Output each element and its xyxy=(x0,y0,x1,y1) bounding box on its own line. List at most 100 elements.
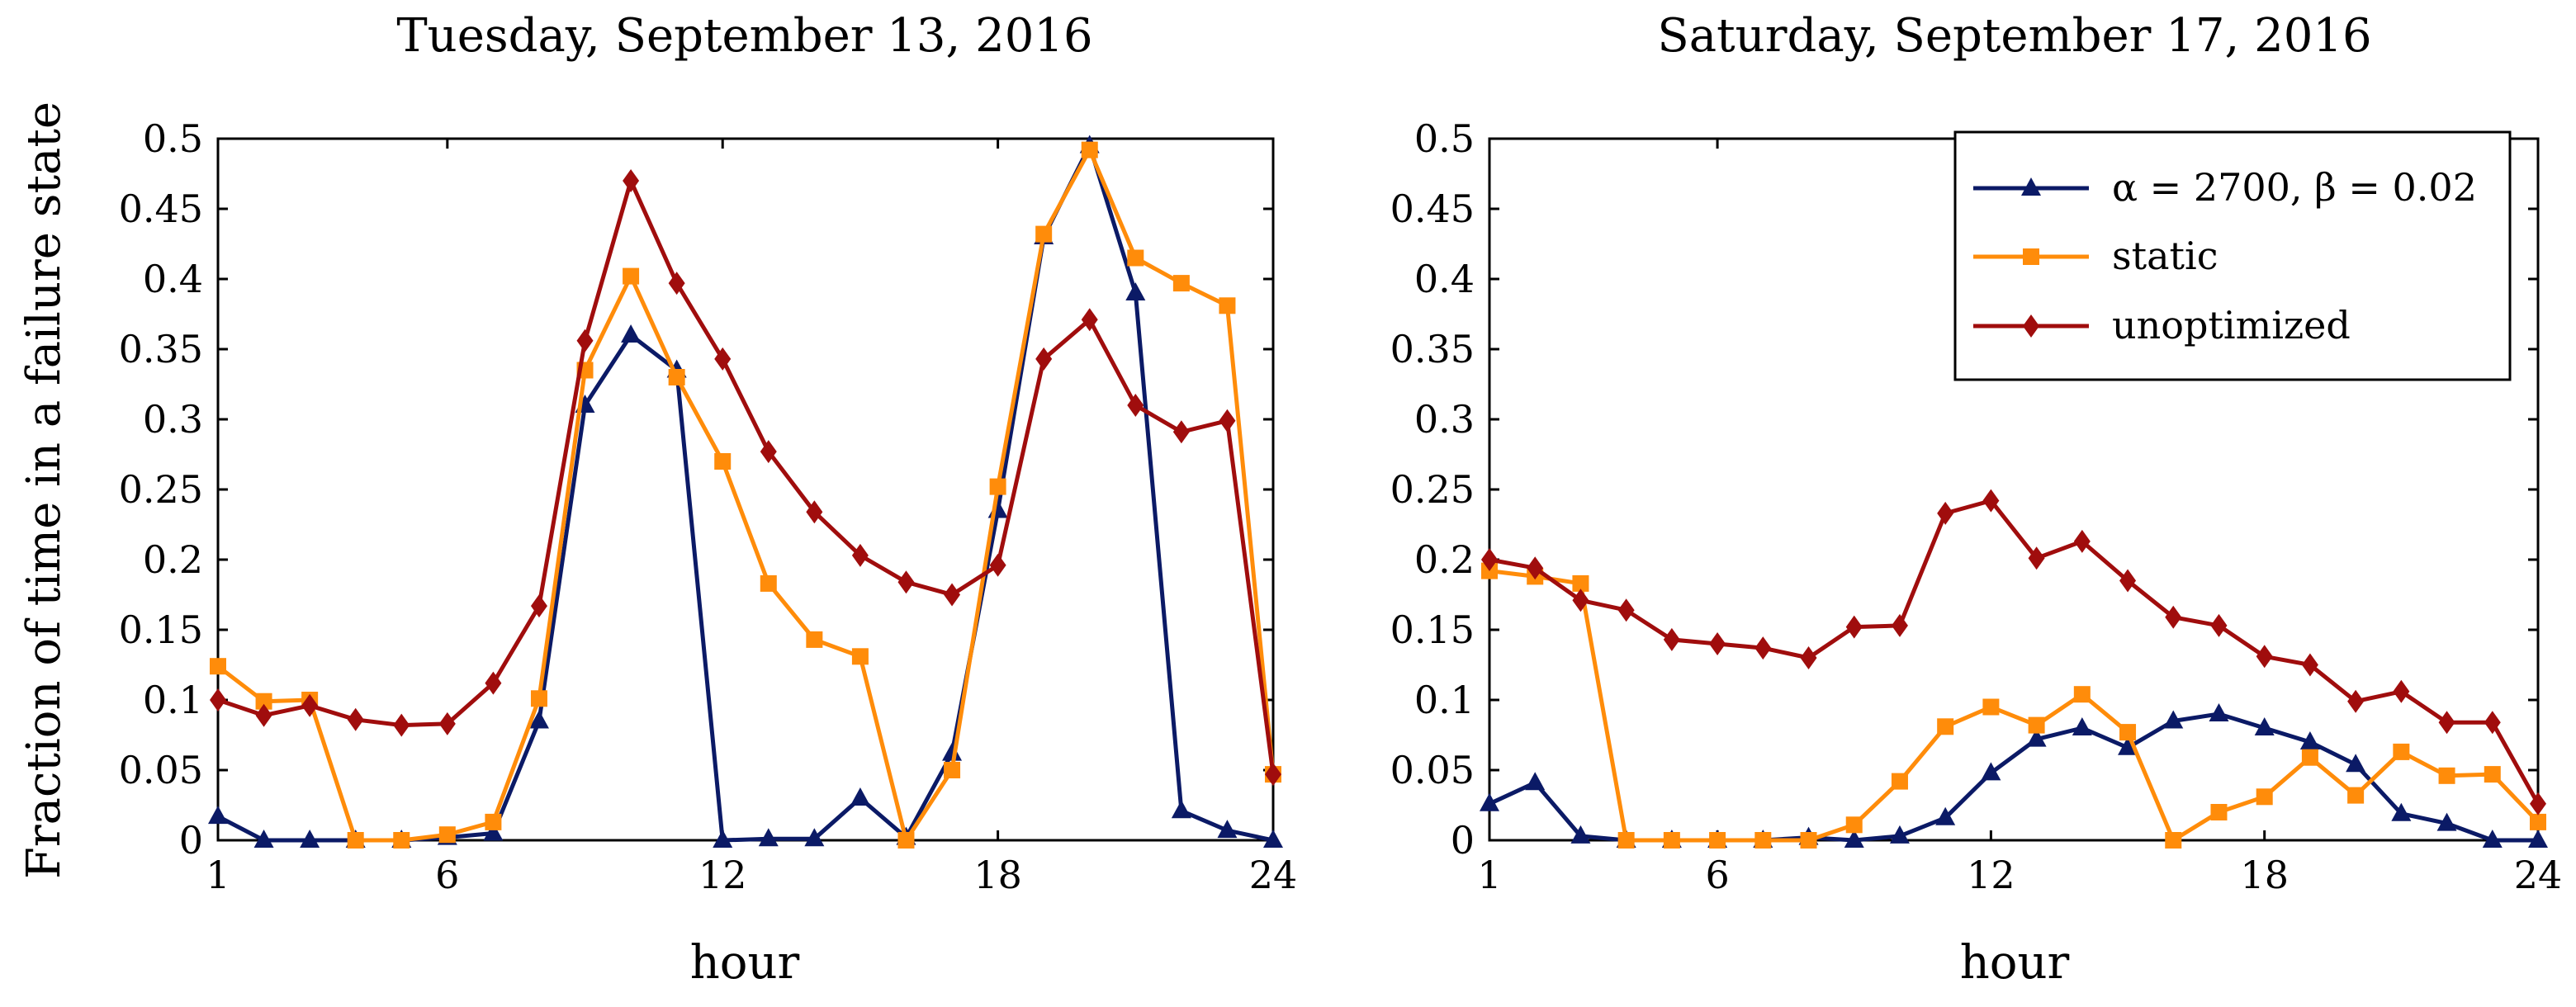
data-point-triangle xyxy=(1981,762,2001,781)
data-point-diamond xyxy=(851,543,869,567)
data-point-triangle xyxy=(713,830,733,848)
data-point-diamond xyxy=(530,594,547,618)
data-point-diamond xyxy=(806,500,823,524)
data-point-square xyxy=(347,832,364,849)
x-axis-label: hour xyxy=(1960,936,2070,990)
chart-left: Tuesday, September 13, 2016 hour Fractio… xyxy=(17,9,1297,990)
data-point-square xyxy=(2438,767,2455,784)
data-point-diamond xyxy=(1800,646,1817,669)
data-point-square xyxy=(1081,141,1098,158)
data-point-diamond xyxy=(1219,409,1236,433)
x-tick-label: 12 xyxy=(698,853,747,897)
y-tick-label: 0.5 xyxy=(1414,116,1475,161)
y-tick-label: 0 xyxy=(179,818,203,863)
data-point-square xyxy=(485,813,502,830)
data-point-square xyxy=(944,762,961,778)
data-point-diamond xyxy=(2393,679,2410,703)
data-point-triangle xyxy=(1935,806,1956,825)
y-tick-label: 0.2 xyxy=(1414,537,1475,582)
y-tick-label: 0.4 xyxy=(143,257,203,301)
data-point-triangle xyxy=(1570,825,1591,844)
data-point-square xyxy=(623,267,640,285)
y-tick-label: 0.2 xyxy=(143,537,203,582)
plot-area: 0 0.05 0.1 0.15 0.2 0.25 0.3 0.35 0.4 0.45 0.5 1 6 12… xyxy=(119,116,1298,897)
y-tick-label: 0.45 xyxy=(119,187,203,231)
y-tick-label: 0.35 xyxy=(1390,327,1475,371)
data-point-square xyxy=(668,369,685,385)
data-point-triangle xyxy=(987,499,1008,518)
data-point-diamond xyxy=(2119,569,2137,593)
data-point-square xyxy=(714,453,732,470)
data-point-diamond xyxy=(1265,763,1281,787)
y-tick-label: 0 xyxy=(1451,818,1475,863)
data-point-diamond xyxy=(2301,653,2318,677)
data-point-diamond xyxy=(1709,632,1726,655)
data-point-diamond xyxy=(623,169,640,192)
data-point-square xyxy=(2530,813,2546,830)
data-point-square xyxy=(1845,816,1863,834)
data-point-diamond xyxy=(1572,589,1589,612)
data-point-diamond xyxy=(347,707,364,731)
data-point-diamond xyxy=(1527,556,1544,580)
data-point-diamond xyxy=(1845,615,1863,639)
data-point-triangle xyxy=(208,806,228,825)
data-point-square xyxy=(1127,249,1144,267)
y-tick-label: 0.3 xyxy=(1414,397,1475,442)
data-point-diamond xyxy=(1617,598,1635,622)
data-point-square xyxy=(393,832,410,849)
x-tick-label: 1 xyxy=(206,853,230,897)
data-point-square xyxy=(897,832,915,849)
legend-marker-triangle xyxy=(2021,177,2041,196)
y-tick-label: 0.4 xyxy=(1414,257,1475,301)
data-point-diamond xyxy=(301,693,319,717)
data-point-diamond xyxy=(760,440,777,464)
data-point-triangle xyxy=(1263,830,1283,848)
data-point-diamond xyxy=(2438,711,2455,735)
data-point-square xyxy=(806,631,823,648)
data-point-triangle xyxy=(1480,792,1499,811)
data-point-triangle xyxy=(2299,731,2320,749)
data-point-square xyxy=(760,574,777,592)
legend: α = 2700, β = 0.02 static unoptimized xyxy=(1953,130,2512,381)
x-tick-label: 12 xyxy=(1967,853,2015,897)
data-point-diamond xyxy=(944,583,961,607)
data-point-triangle xyxy=(2118,736,2138,755)
x-tick-label: 6 xyxy=(435,853,459,897)
plot-area: 0 0.05 0.1 0.15 0.2 0.25 0.3 0.35 0.4 0.45 0.5 1 6 12… xyxy=(1390,116,2563,897)
series-line-diamond xyxy=(1489,499,2540,806)
data-point-diamond xyxy=(2210,613,2228,637)
data-point-diamond xyxy=(438,712,456,735)
data-point-triangle xyxy=(2391,802,2412,821)
x-tick-label: 24 xyxy=(2514,853,2563,897)
x-axis-label: hour xyxy=(690,936,800,990)
data-point-diamond xyxy=(210,688,226,712)
data-point-square xyxy=(1172,275,1190,292)
data-point-diamond xyxy=(485,671,502,695)
data-point-triangle xyxy=(2026,728,2047,747)
data-point-triangle xyxy=(300,830,320,848)
data-point-square xyxy=(2073,686,2091,703)
data-point-diamond xyxy=(576,329,594,352)
series-line-square xyxy=(216,148,1276,843)
data-point-diamond xyxy=(2530,792,2546,816)
series-line-triangle xyxy=(216,144,1274,843)
data-point-diamond xyxy=(2347,689,2365,713)
data-point-square xyxy=(255,693,272,710)
chart-title: Saturday, September 17, 2016 xyxy=(1657,9,2371,63)
data-point-triangle xyxy=(1844,830,1864,848)
data-point-diamond xyxy=(2028,546,2045,570)
data-point-square xyxy=(1891,773,1908,790)
data-point-diamond xyxy=(1127,394,1144,417)
data-point-triangle xyxy=(2163,710,2184,729)
data-point-square xyxy=(1617,832,1635,849)
data-point-square xyxy=(1663,832,1680,849)
legend-marker-square xyxy=(2023,248,2039,265)
y-tick-label: 0.1 xyxy=(143,678,203,722)
data-point-square xyxy=(2347,787,2365,804)
data-point-triangle xyxy=(850,787,870,806)
data-point-diamond xyxy=(897,570,915,594)
data-point-diamond xyxy=(1982,489,2000,513)
data-point-triangle xyxy=(1217,820,1238,839)
